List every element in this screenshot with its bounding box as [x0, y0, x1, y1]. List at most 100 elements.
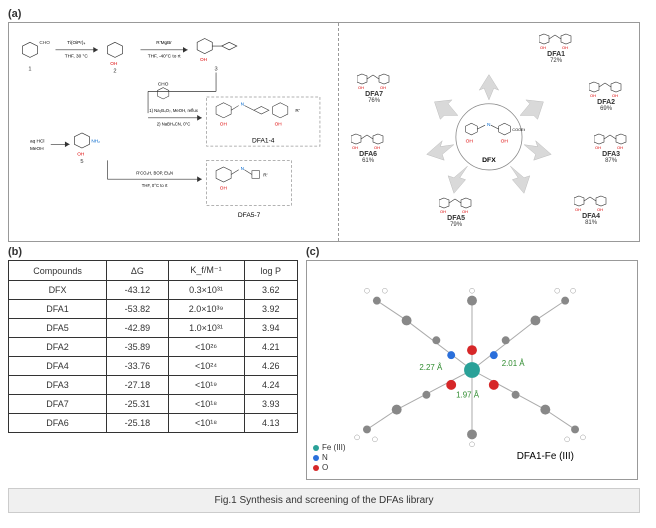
svg-text:1: 1 [28, 67, 31, 73]
scheme-right: N OH OH COOEt DFX [339, 23, 639, 241]
svg-text:R'MgBr: R'MgBr [156, 40, 172, 46]
svg-text:THF, -40°C to rt: THF, -40°C to rt [148, 53, 182, 59]
svg-text:THF, 0°C to rt: THF, 0°C to rt [142, 183, 169, 188]
complex-box: 2.27 Å 2.01 Å 1.97 Å DFA1-Fe (III) Fe (I… [306, 260, 638, 480]
legend-label: Fe (III) [322, 443, 346, 452]
svg-text:DFA5-7: DFA5-7 [238, 212, 261, 219]
table-header: ΔG [107, 261, 168, 281]
svg-text:OH: OH [501, 139, 509, 145]
table-cell: -27.18 [107, 376, 168, 395]
table-cell: 3.62 [244, 281, 297, 300]
library-compound-label: OHOHDFA579% [439, 195, 473, 228]
svg-text:2.01 Å: 2.01 Å [502, 359, 526, 368]
table-cell: DFX [9, 281, 107, 300]
library-compound-label: OHOHDFA776% [357, 71, 391, 104]
svg-text:OH: OH [275, 121, 283, 127]
table-row: DFA4-33.76<10²⁴4.26 [9, 357, 298, 376]
table-cell: 3.92 [244, 300, 297, 319]
svg-text:OH: OH [462, 209, 468, 213]
table-cell: DFA2 [9, 338, 107, 357]
svg-text:OH: OH [380, 85, 386, 89]
table-cell: 3.94 [244, 319, 297, 338]
svg-text:OH: OH [597, 207, 603, 211]
compounds-table: CompoundsΔGK_f/M⁻¹log P DFX-43.120.3×10³… [8, 260, 298, 433]
legend-item: Fe (III) [313, 443, 346, 452]
svg-text:2: 2 [113, 69, 116, 75]
svg-text:OH: OH [200, 57, 208, 63]
table-cell: -53.82 [107, 300, 168, 319]
table-header: log P [244, 261, 297, 281]
table-cell: 2.0×10³⁹ [168, 300, 244, 319]
table-cell: DFA3 [9, 376, 107, 395]
svg-text:DFA1-4: DFA1-4 [252, 137, 275, 144]
mini-structure-icon: OH OH [357, 71, 391, 89]
legend-label: O [322, 463, 328, 472]
svg-text:N: N [241, 102, 245, 108]
svg-text:OH: OH [540, 45, 546, 49]
mini-structure-icon: OH OH [574, 193, 608, 211]
library-compound-label: OHOHDFA172% [539, 31, 573, 64]
scheme-left: CHO 1 Ti(OiPr)₄ THF, 30 °C OH 2 R'MgBr [9, 23, 339, 241]
panel-a-label: (a) [8, 8, 648, 20]
table-cell: -25.31 [107, 395, 168, 414]
table-cell: 4.26 [244, 357, 297, 376]
svg-text:N: N [487, 122, 491, 128]
svg-text:OH: OH [220, 121, 228, 127]
panel-c: (c) [306, 246, 638, 480]
svg-text:OH: OH [466, 139, 474, 145]
panel-b: (b) CompoundsΔGK_f/M⁻¹log P DFX-43.120.3… [8, 246, 298, 480]
svg-text:OH: OH [617, 145, 623, 149]
table-row: DFX-43.120.3×10³¹3.62 [9, 281, 298, 300]
svg-text:OH: OH [612, 93, 618, 97]
mini-structure-icon: OH OH [439, 195, 473, 213]
svg-text:OH: OH [440, 209, 446, 213]
svg-text:OH: OH [562, 45, 568, 49]
svg-text:Ti(OiPr)₄: Ti(OiPr)₄ [67, 40, 85, 46]
svg-text:3: 3 [214, 67, 217, 73]
svg-text:OH: OH [590, 93, 596, 97]
table-cell: 1.0×10³¹ [168, 319, 244, 338]
svg-text:OH: OH [374, 145, 380, 149]
table-row: DFA6-25.18<10¹⁸4.13 [9, 414, 298, 433]
svg-text:CHO: CHO [158, 82, 169, 88]
panel-a: CHO 1 Ti(OiPr)₄ THF, 30 °C OH 2 R'MgBr [8, 22, 640, 242]
table-cell: DFA1 [9, 300, 107, 319]
table-header: K_f/M⁻¹ [168, 261, 244, 281]
table-cell: 0.3×10³¹ [168, 281, 244, 300]
table-cell: -35.89 [107, 338, 168, 357]
legend-item: O [313, 463, 346, 472]
table-cell: DFA5 [9, 319, 107, 338]
mini-structure-icon: OH OH [539, 31, 573, 49]
mini-structure-icon: OHOH [351, 131, 385, 149]
mini-structure-icon: OH OH [589, 79, 623, 97]
svg-text:OH: OH [77, 152, 85, 158]
table-cell: 3.93 [244, 395, 297, 414]
svg-text:2) NaBH₃CN, 0°C: 2) NaBH₃CN, 0°C [157, 121, 191, 126]
svg-text:5: 5 [80, 159, 83, 165]
table-cell: <10¹⁸ [168, 414, 244, 433]
svg-text:OH: OH [110, 61, 118, 67]
table-row: DFA2-35.89<10²⁶4.21 [9, 338, 298, 357]
table-cell: <10¹⁹ [168, 376, 244, 395]
svg-text:DFA1-Fe (III): DFA1-Fe (III) [517, 451, 574, 462]
legend-dot [313, 445, 319, 451]
figure-caption: Fig.1 Synthesis and screening of the DFA… [8, 488, 640, 513]
svg-text:COOEt: COOEt [512, 127, 525, 132]
svg-text:R'CO₂H, BOP, Et₃N: R'CO₂H, BOP, Et₃N [136, 170, 173, 175]
library-compound-label: OHOHDFA269% [589, 79, 623, 112]
library-compound-label: OHOHDFA481% [574, 193, 608, 226]
svg-text:OH: OH [358, 85, 364, 89]
table-cell: -25.18 [107, 414, 168, 433]
svg-text:aq HCl: aq HCl [30, 138, 44, 144]
svg-text:OH: OH [575, 207, 581, 211]
svg-text:CHO: CHO [39, 40, 50, 46]
table-cell: 4.24 [244, 376, 297, 395]
panel-c-label: (c) [306, 246, 638, 258]
table-cell: 4.21 [244, 338, 297, 357]
table-cell: DFA7 [9, 395, 107, 414]
svg-text:OH: OH [220, 186, 228, 192]
table-cell: -33.76 [107, 357, 168, 376]
legend-dot [313, 455, 319, 461]
panel-b-label: (b) [8, 246, 298, 258]
svg-text:OH: OH [595, 145, 601, 149]
